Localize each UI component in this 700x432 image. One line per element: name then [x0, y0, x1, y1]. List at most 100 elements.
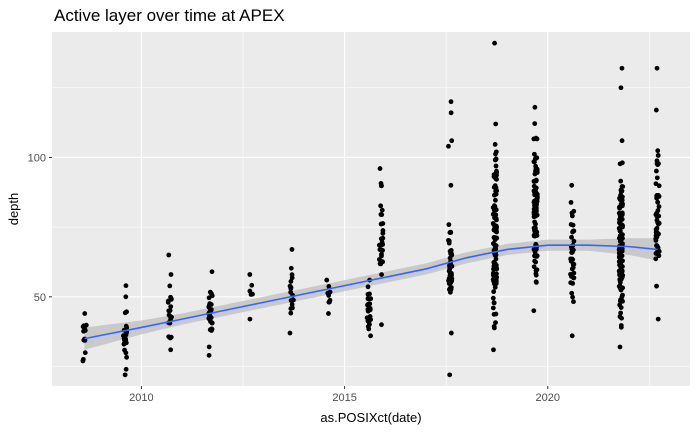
data-point: [449, 138, 455, 144]
data-point: [378, 203, 384, 209]
data-point: [377, 166, 383, 171]
data-point: [571, 238, 577, 244]
data-point: [655, 162, 661, 168]
confidence-band: [84, 238, 658, 350]
data-point: [365, 306, 371, 312]
data-point: [619, 138, 625, 144]
data-point: [571, 208, 577, 214]
data-point: [533, 279, 539, 285]
data-point: [531, 264, 537, 270]
data-point: [287, 330, 293, 336]
data-point: [569, 290, 575, 296]
data-point: [168, 347, 174, 353]
data-point: [570, 228, 576, 234]
data-point: [571, 275, 576, 281]
y-tick-label: 50: [34, 292, 46, 304]
data-point: [491, 311, 497, 317]
data-point: [618, 85, 624, 91]
data-point: [448, 330, 454, 336]
data-point: [617, 236, 623, 242]
data-point: [490, 295, 496, 301]
data-point: [492, 40, 497, 46]
data-point: [655, 153, 661, 158]
data-point: [448, 229, 453, 235]
data-point: [492, 204, 498, 209]
data-point: [569, 213, 575, 219]
data-point: [653, 168, 659, 174]
data-point: [655, 148, 661, 154]
data-point: [618, 178, 624, 184]
data-point: [569, 333, 575, 339]
data-point: [446, 222, 452, 228]
data-point: [207, 308, 213, 314]
data-point: [208, 318, 213, 324]
smooth-trend-line: [84, 244, 658, 340]
data-point: [325, 290, 331, 296]
data-point: [654, 232, 660, 238]
data-point: [654, 195, 660, 201]
data-point: [247, 272, 253, 277]
data-point: [491, 222, 497, 228]
smooth-line-layer: [84, 244, 658, 340]
data-point: [365, 324, 371, 329]
data-point: [447, 255, 453, 261]
data-point: [206, 344, 212, 350]
data-point: [379, 240, 385, 245]
data-point: [80, 324, 86, 330]
data-point: [618, 324, 624, 330]
data-point: [123, 366, 129, 372]
data-point: [206, 352, 212, 358]
data-point: [618, 187, 624, 193]
data-point: [82, 350, 88, 356]
data-point: [209, 291, 214, 297]
data-point: [656, 204, 662, 209]
data-point: [494, 188, 500, 194]
data-point: [288, 265, 294, 271]
y-tick-label: 100: [28, 152, 46, 164]
data-point: [166, 308, 172, 314]
data-point: [617, 250, 622, 255]
data-point: [533, 259, 539, 265]
data-point: [448, 110, 454, 116]
data-point: [620, 232, 625, 238]
data-point: [493, 226, 499, 232]
data-point: [653, 256, 659, 262]
data-point: [289, 302, 295, 307]
data-point: [493, 121, 499, 127]
data-point: [654, 158, 660, 164]
data-point: [654, 283, 659, 289]
data-point: [619, 212, 625, 218]
data-point: [619, 275, 625, 281]
data-point: [654, 217, 660, 223]
data-point: [447, 270, 453, 276]
data-point: [533, 271, 539, 276]
data-point: [122, 372, 128, 378]
data-point: [617, 204, 622, 210]
data-point: [123, 283, 129, 289]
data-point: [122, 310, 128, 316]
data-point: [533, 201, 539, 207]
y-axis-title: depth: [6, 193, 21, 226]
data-point: [124, 325, 130, 330]
data-point: [531, 308, 537, 314]
data-point: [449, 263, 455, 269]
data-point: [534, 136, 540, 142]
data-point: [289, 275, 295, 281]
data-point: [618, 268, 624, 274]
data-point: [491, 263, 497, 269]
data-point: [533, 188, 538, 194]
data-point: [620, 241, 625, 246]
data-point: [490, 305, 496, 311]
data-point: [491, 300, 497, 306]
data-point: [491, 235, 497, 240]
data-point: [654, 65, 660, 71]
data-point: [326, 311, 331, 316]
data-point: [326, 299, 332, 305]
data-point: [617, 298, 623, 304]
data-point: [447, 289, 453, 295]
data-point: [492, 284, 498, 290]
data-point: [655, 199, 661, 205]
data-point: [367, 291, 372, 297]
data-point: [379, 207, 385, 213]
data-point: [491, 289, 497, 295]
